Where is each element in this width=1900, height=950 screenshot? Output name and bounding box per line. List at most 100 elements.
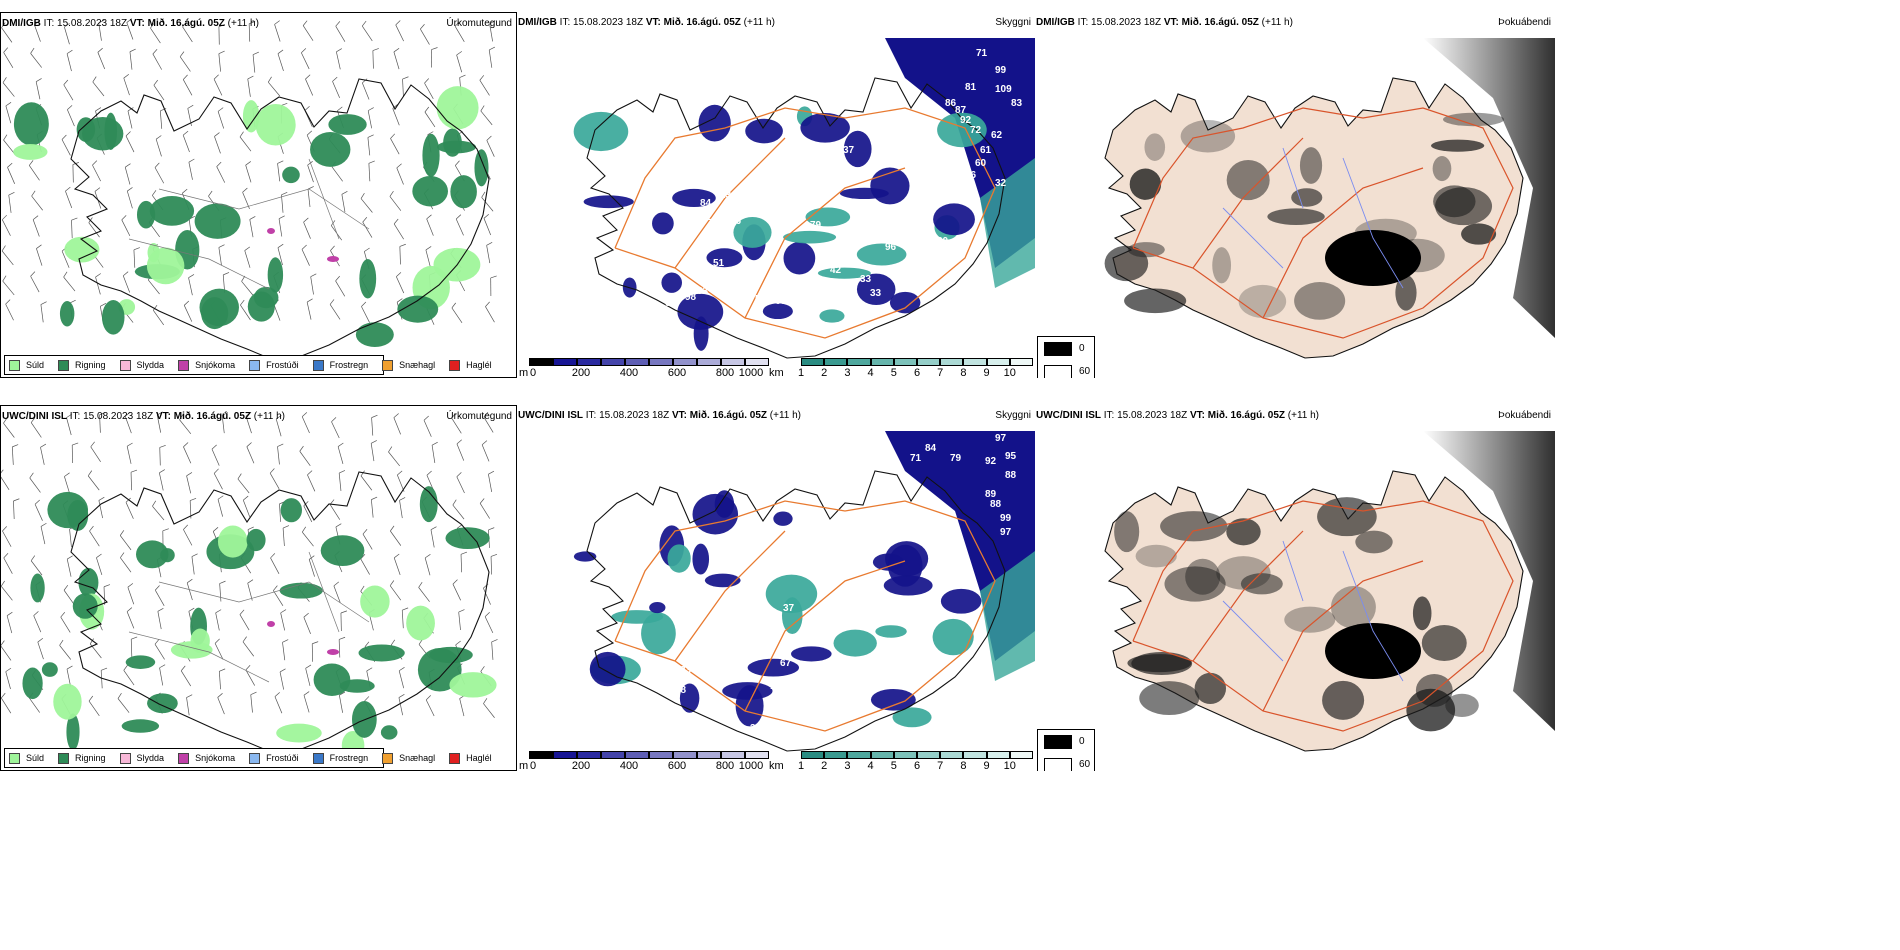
- panel-kind: Þokuábendi: [1498, 410, 1551, 421]
- legend-item: Haglél: [449, 752, 492, 764]
- legend-item: Frostúði: [249, 752, 299, 764]
- legend-label: Slydda: [136, 753, 165, 763]
- visibility-value-label: 88: [990, 499, 1002, 510]
- visibility-value-label: 97: [1000, 527, 1012, 538]
- visibility-value-label: 33: [680, 665, 692, 676]
- legend-label: Frostúði: [266, 753, 299, 763]
- visibility-value-label: 81: [965, 82, 977, 93]
- visibility-value-label: 58: [755, 294, 767, 305]
- visibility-value-label: 216: [735, 673, 752, 684]
- legend-item: Snæhagl: [382, 359, 436, 371]
- visibility-value-label: 31: [770, 326, 782, 337]
- legend-label: Rigning: [75, 360, 106, 370]
- visibility-value-label: 109: [995, 84, 1012, 95]
- legend-swatch: [119, 359, 131, 371]
- visibility-value-label: 31: [865, 665, 877, 676]
- legend-swatch: [249, 359, 261, 371]
- visibility-value-label: 51: [713, 258, 725, 269]
- fog-map: [1104, 38, 1555, 359]
- visibility-value-label: 81: [783, 553, 795, 564]
- visibility-value-label: 83: [697, 286, 709, 297]
- visibility-value-label: 37: [843, 145, 855, 156]
- legend-label: Rigning: [75, 753, 106, 763]
- visibility-value-label: 83: [1011, 98, 1023, 109]
- legend-swatch: [382, 359, 394, 371]
- legend-label: Snæhagl: [399, 360, 436, 370]
- visibility-value-label: 67: [780, 658, 792, 669]
- visibility-value-label: 79: [950, 453, 962, 464]
- visibility-value-label: 65: [665, 298, 677, 309]
- legend-label: Haglél: [466, 360, 492, 370]
- visibility-value-label: 46: [730, 216, 742, 227]
- legend-item: Súld: [9, 359, 44, 371]
- visibility-value-label: 50: [695, 252, 707, 263]
- legend-swatch: [312, 752, 324, 764]
- legend-label: Frostregn: [329, 753, 369, 763]
- panel-precip-type-dmi: DMI/IGB IT: 15.08.2023 18Z VT: Mið. 16.á…: [0, 12, 517, 378]
- panel-header: DMI/IGB IT: 15.08.2023 18Z VT: Mið. 16.á…: [1, 13, 516, 35]
- legend-label: Slydda: [136, 360, 165, 370]
- visibility-value-label: 33: [870, 288, 882, 299]
- visibility-value-label: 92: [985, 456, 997, 467]
- visibility-value-label: 92: [960, 115, 972, 126]
- visibility-value-label: 12: [770, 681, 782, 692]
- visibility-value-label: 99: [1000, 513, 1012, 524]
- legend-item: Rigning: [58, 359, 106, 371]
- visibility-value-label: 29: [773, 721, 785, 732]
- panel-kind: Skyggni: [995, 410, 1031, 421]
- visibility-value-label: 84: [820, 296, 832, 307]
- visibility-value-label: 97: [995, 433, 1007, 444]
- panel-kind: Þokuábendi: [1498, 17, 1551, 28]
- visibility-value-label: 25: [715, 621, 727, 632]
- legend-swatch: [249, 752, 261, 764]
- legend-swatch: [9, 752, 20, 764]
- legend-item: Frostregn: [312, 359, 368, 371]
- visibility-value-label: 46: [965, 170, 977, 181]
- visibility-value-label: 42: [830, 265, 842, 276]
- visibility-value-label: 34: [750, 723, 762, 734]
- visibility-value-label: 34: [720, 230, 732, 241]
- visibility-value-label: 42: [693, 648, 705, 659]
- visibility-value-label: 68: [750, 310, 762, 321]
- legend-label: Frostúði: [266, 360, 299, 370]
- visibility-value-label: 72: [713, 675, 725, 686]
- legend-item: Snjókoma: [178, 359, 236, 371]
- legend-label: Snæhagl: [399, 753, 436, 763]
- visibility-value-label: 98: [685, 292, 697, 303]
- legend-swatch: [58, 752, 70, 764]
- visibility-value-label: 71: [910, 453, 922, 464]
- visibility-value-label: 34: [740, 326, 752, 337]
- precip-legend: Súld Rigning Slydda Snjókoma Frostúði Frostre…: [4, 355, 492, 375]
- visibility-value-label: 53: [825, 608, 837, 619]
- visibility-value-label: 96: [885, 242, 897, 253]
- legend-item: Haglél: [449, 359, 492, 371]
- visibility-value-label: 88: [805, 290, 817, 301]
- visibility-value-label: 79: [810, 220, 822, 231]
- visibility-value-label: 32: [995, 178, 1007, 189]
- panel-kind: Skyggni: [995, 17, 1031, 28]
- legend-item: Frostúði: [249, 359, 299, 371]
- legend-label: Snjókoma: [195, 360, 236, 370]
- legend-item: Rigning: [58, 752, 106, 764]
- visibility-value-label: 37: [783, 603, 795, 614]
- legend-label: Súld: [26, 753, 45, 763]
- visibility-km-colorbar: km 1 2 3 4 5 6 7 8 9 10: [769, 751, 1033, 771]
- visibility-value-label: 87: [955, 105, 967, 116]
- legend-swatch: [58, 359, 70, 371]
- visibility-value-label: 47: [705, 235, 717, 246]
- precip-map: [1, 411, 498, 760]
- legend-swatch: [9, 359, 20, 371]
- visibility-value-label: 60: [937, 236, 949, 247]
- visibility-value-label: 39: [780, 216, 792, 227]
- visibility-value-label: 60: [775, 296, 787, 307]
- panel-header: UWC/DINI ISL IT: 15.08.2023 18Z VT: Mið.…: [1, 406, 516, 428]
- legend-item: Slydda: [119, 752, 165, 764]
- visibility-value-label: 99: [995, 65, 1007, 76]
- visibility-value-label: 62: [991, 130, 1003, 141]
- legend-item: Slydda: [119, 359, 165, 371]
- visibility-value-label: 23: [720, 190, 732, 201]
- fog-map: [1104, 431, 1555, 752]
- legend-item: Frostregn: [312, 752, 369, 764]
